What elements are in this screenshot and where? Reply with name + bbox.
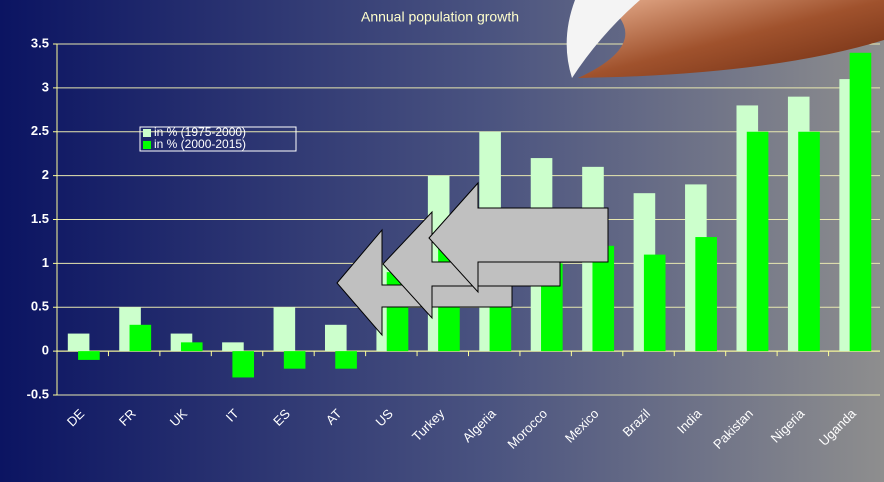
legend-label: in % (2000-2015) <box>154 137 246 151</box>
chart-title: Annual population growth <box>361 9 519 25</box>
y-tick-label: 0 <box>42 343 49 358</box>
bar <box>232 351 254 377</box>
bar <box>274 307 296 351</box>
bar <box>68 334 90 352</box>
bar <box>325 325 347 351</box>
bar <box>747 132 769 351</box>
y-tick-label: 3 <box>42 79 49 94</box>
bar <box>284 351 306 369</box>
bar <box>850 53 872 351</box>
legend-swatch <box>143 129 151 137</box>
bar <box>695 237 717 351</box>
bar <box>644 255 666 352</box>
y-tick-label: 1 <box>42 255 49 270</box>
y-tick-label: -0.5 <box>27 386 49 401</box>
y-tick-label: 3.5 <box>31 35 49 50</box>
legend-swatch <box>143 141 151 149</box>
y-tick-label: 1.5 <box>31 211 49 226</box>
y-tick-label: 0.5 <box>31 299 49 314</box>
bar <box>78 351 100 360</box>
bar <box>335 351 357 369</box>
bar <box>181 342 203 351</box>
bar <box>798 132 820 351</box>
bar <box>130 325 152 351</box>
chart: -0.500.511.522.533.5DEFRUKITESATUSTurkey… <box>0 0 884 482</box>
y-tick-label: 2 <box>42 167 49 182</box>
bar <box>222 342 244 351</box>
y-tick-label: 2.5 <box>31 123 49 138</box>
